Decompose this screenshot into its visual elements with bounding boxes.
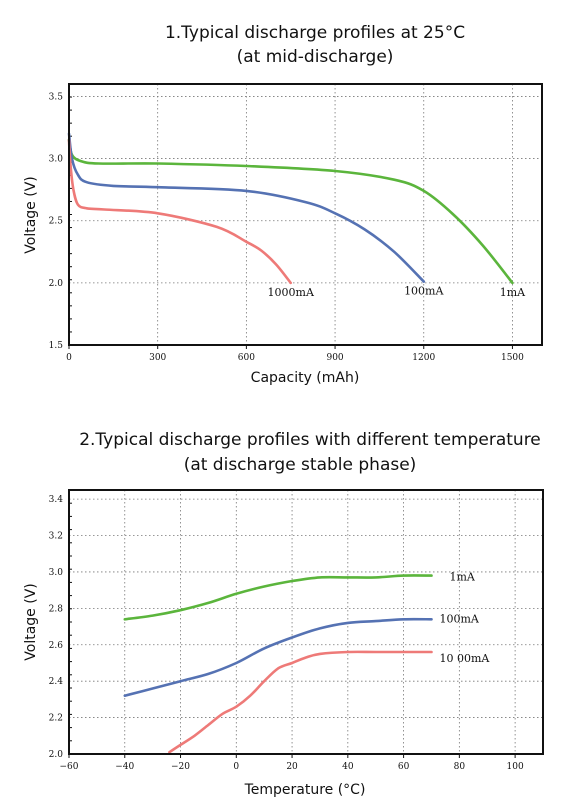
chart-1-y-tick-label: 2.5 bbox=[49, 217, 64, 227]
chart-1-y-tick-label: 1.5 bbox=[49, 341, 64, 351]
chart-2-series-labels: 1mA 100mA 10 00mA bbox=[439, 571, 490, 665]
chart-2-x-tick-label: 100 bbox=[507, 762, 524, 772]
chart-2-y-tick-label: 3.2 bbox=[49, 532, 63, 542]
chart-2-x-tick-label: −20 bbox=[171, 762, 190, 772]
chart-2-series-label: 100mA bbox=[439, 612, 479, 625]
chart-2-y-tick-label: 2.8 bbox=[49, 604, 64, 614]
chart-1-x-axis-title: Capacity (mAh) bbox=[251, 370, 360, 386]
chart-1: 1.Typical discharge profiles at 25°C (at… bbox=[23, 23, 543, 386]
chart-2-x-axis-title: Temperature (°C) bbox=[244, 782, 366, 798]
chart-2-series-label: 10 00mA bbox=[439, 652, 490, 665]
chart-2-y-tick-label: 3.0 bbox=[49, 568, 64, 578]
chart-1-series-label: 100mA bbox=[404, 285, 444, 298]
chart-2: 2.Typical discharge profiles with differ… bbox=[23, 430, 544, 798]
chart-2-series-green-line bbox=[123, 574, 433, 621]
chart-2-y-tick-label: 2.6 bbox=[49, 641, 64, 651]
chart-2-y-tick-label: 3.4 bbox=[49, 495, 64, 505]
chart-1-series-green-line bbox=[67, 138, 514, 285]
chart-2-y-axis-title: Voltage (V) bbox=[23, 583, 39, 660]
chart-2-x-tick-label: −40 bbox=[115, 762, 134, 772]
chart-1-ticks bbox=[68, 96, 513, 349]
chart-1-y-tick-label: 2.0 bbox=[49, 279, 64, 289]
chart-2-series-blue-line bbox=[123, 617, 433, 697]
chart-1-y-tick-label: 3.5 bbox=[49, 92, 64, 102]
chart-1-plot-frame bbox=[68, 83, 543, 346]
chart-1-series-label: 1mA bbox=[500, 286, 526, 299]
chart-2-series-label: 1mA bbox=[449, 571, 475, 584]
chart-1-series-label: 1000mA bbox=[268, 286, 315, 299]
chart-2-plot-frame bbox=[68, 489, 544, 755]
chart-1-series-blue-line bbox=[67, 132, 426, 283]
chart-2-y-tick-label: 2.4 bbox=[49, 677, 64, 687]
chart-2-x-tick-label: 20 bbox=[286, 762, 298, 772]
chart-2-x-tick-label: −60 bbox=[60, 762, 79, 772]
chart-2-y-tick-label: 2.0 bbox=[49, 750, 64, 760]
chart-1-series-red-line bbox=[67, 138, 292, 285]
chart-2-series-red-line bbox=[168, 650, 433, 754]
chart-2-x-tick-label: 80 bbox=[454, 762, 466, 772]
chart-2-x-tick-label: 60 bbox=[398, 762, 410, 772]
chart-1-y-tick-label: 3.0 bbox=[49, 155, 64, 165]
chart-2-title: 2.Typical discharge profiles with differ… bbox=[79, 430, 541, 450]
chart-1-subtitle: (at mid-discharge) bbox=[237, 47, 394, 67]
chart-1-curves bbox=[67, 132, 514, 285]
chart-2-subtitle: (at discharge stable phase) bbox=[184, 455, 417, 475]
chart-1-x-tick-label: 900 bbox=[326, 353, 343, 363]
chart-1-x-tick-label: 600 bbox=[238, 353, 255, 363]
chart-1-x-tick-label: 300 bbox=[149, 353, 166, 363]
chart-2-x-tick-label: 0 bbox=[233, 762, 239, 772]
chart-1-tick-labels: 0 300 600 900 1200 1500 1.5 2.0 2.5 3.0 3.5 bbox=[49, 92, 524, 363]
chart-1-y-axis-title: Voltage (V) bbox=[23, 176, 39, 253]
chart-1-title: 1.Typical discharge profiles at 25°C bbox=[165, 23, 465, 43]
chart-2-y-tick-label: 2.2 bbox=[49, 714, 63, 724]
chart-1-grid bbox=[69, 84, 542, 345]
chart-2-curves bbox=[123, 574, 433, 754]
chart-2-x-tick-label: 40 bbox=[342, 762, 354, 772]
chart-1-series-labels: 1mA 100mA 1000mA bbox=[268, 285, 527, 299]
chart-1-x-tick-label: 0 bbox=[66, 353, 72, 363]
chart-1-x-tick-label: 1500 bbox=[501, 353, 524, 363]
chart-2-tick-labels: −60 −40 −20 0 20 40 60 80 100 2.0 2.2 2.4 2.6 2.8 3.0 3… bbox=[49, 495, 524, 772]
chart-1-x-tick-label: 1200 bbox=[412, 353, 435, 363]
